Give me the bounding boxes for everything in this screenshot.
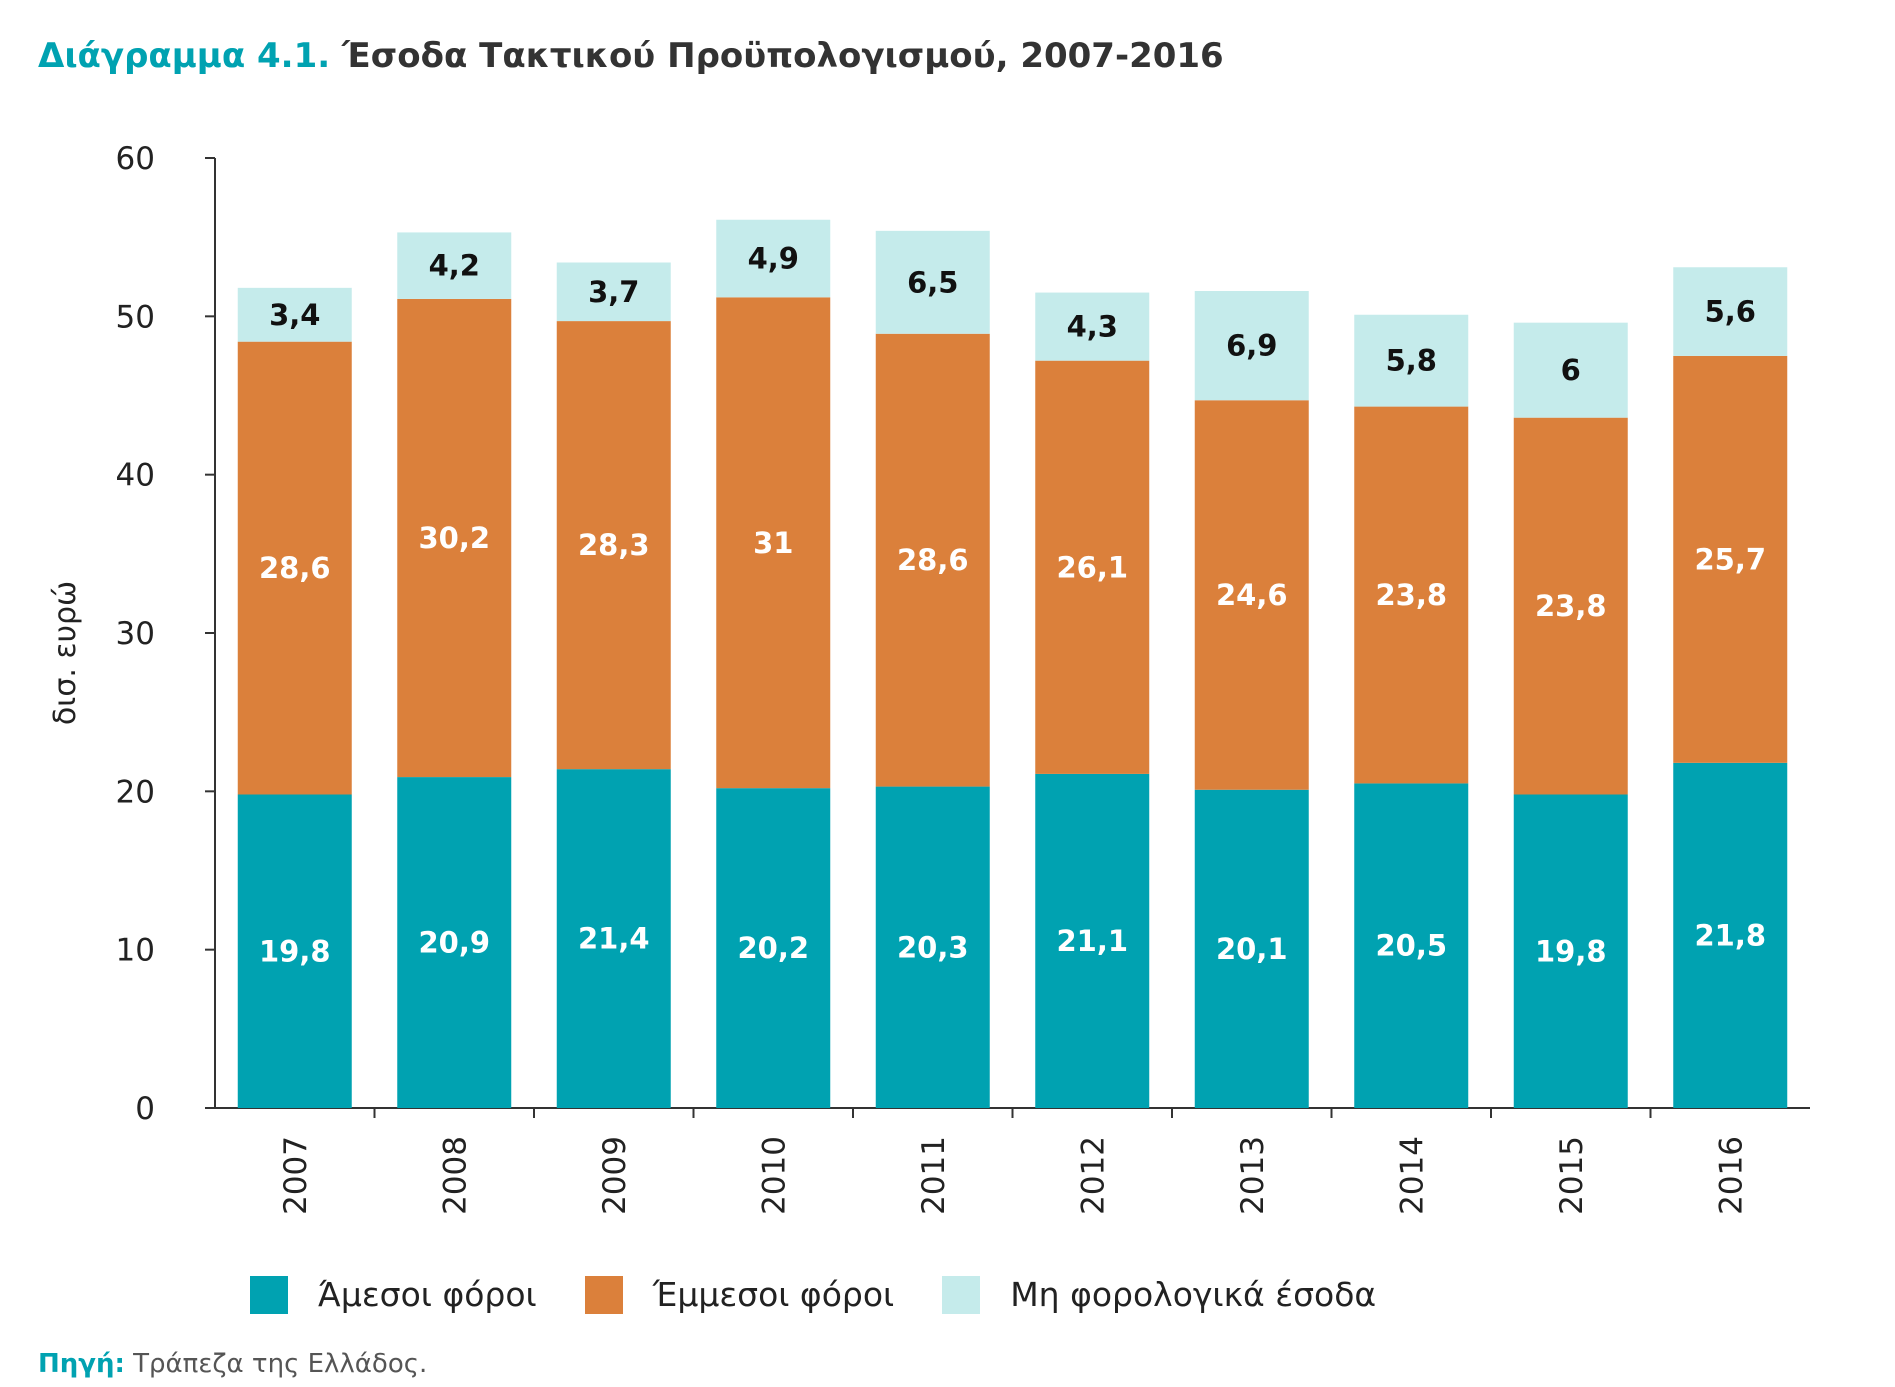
bar-nontax-2010 (716, 219, 831, 298)
bar-nontax-2012 (1035, 292, 1150, 361)
data-label-direct-2016: 21,8 (1694, 918, 1766, 952)
bar-nontax-2008 (397, 232, 512, 299)
legend-item-indirect: Έμμεσοι φόροι (584, 1275, 895, 1314)
bar-direct-2007 (237, 794, 352, 1108)
bar-indirect-2016 (1673, 355, 1788, 763)
chart-legend: Άμεσοι φόροι Έμμεσοι φόροι Μη φορολογικά… (250, 1275, 1424, 1314)
bar-indirect-2014 (1354, 406, 1469, 784)
bar-direct-2010 (716, 788, 831, 1108)
data-label-nontax-2015: 6 (1561, 353, 1581, 387)
bar-indirect-2011 (875, 333, 990, 787)
bar-direct-2014 (1354, 783, 1469, 1108)
legend-label-indirect: Έμμεσοι φόροι (652, 1275, 895, 1314)
data-label-direct-2014: 20,5 (1375, 929, 1447, 963)
data-label-nontax-2009: 3,7 (588, 275, 639, 309)
x-tick-label-2015: 2015 (1554, 1136, 1590, 1215)
bar-indirect-2009 (556, 321, 671, 770)
bar-direct-2013 (1194, 789, 1309, 1108)
chart-title-text: Έσοδα Τακτικού Προϋπολογισμού, 2007-2016 (342, 36, 1224, 76)
data-label-indirect-2008: 30,2 (418, 521, 490, 555)
source-note: Πηγή: Τράπεζα της Ελλάδος. (38, 1349, 427, 1379)
y-tick-label: 20 (116, 774, 155, 810)
x-tick-label-2016: 2016 (1713, 1136, 1749, 1215)
y-tick-label: 50 (116, 299, 155, 335)
bar-indirect-2013 (1194, 400, 1309, 790)
bar-indirect-2010 (716, 297, 831, 789)
y-tick-label: 30 (116, 616, 155, 652)
legend-swatch-direct (250, 1275, 288, 1314)
legend-item-nontax: Μη φορολογικά έσοδα (942, 1275, 1376, 1314)
data-label-direct-2009: 21,4 (578, 922, 650, 956)
x-tick-label-2013: 2013 (1235, 1136, 1271, 1215)
data-label-nontax-2010: 4,9 (748, 242, 799, 276)
bar-indirect-2015 (1513, 417, 1628, 795)
data-label-indirect-2015: 23,8 (1535, 589, 1607, 623)
data-label-direct-2011: 20,3 (897, 930, 969, 964)
bar-nontax-2014 (1354, 314, 1469, 407)
data-label-indirect-2009: 28,3 (578, 528, 650, 562)
data-label-indirect-2013: 24,6 (1216, 578, 1288, 612)
data-label-nontax-2014: 5,8 (1386, 344, 1437, 378)
data-label-indirect-2012: 26,1 (1056, 550, 1128, 584)
data-label-indirect-2011: 28,6 (897, 543, 969, 577)
bar-indirect-2008 (397, 298, 512, 778)
legend-label-nontax: Μη φορολογικά έσοδα (1010, 1275, 1377, 1314)
data-label-nontax-2008: 4,2 (429, 249, 480, 283)
data-label-direct-2010: 20,2 (737, 931, 809, 965)
data-label-indirect-2016: 25,7 (1694, 542, 1766, 576)
data-label-nontax-2007: 3,4 (269, 298, 320, 332)
bar-nontax-2007 (237, 287, 352, 342)
data-label-direct-2008: 20,9 (418, 926, 490, 960)
x-tick-label-2008: 2008 (437, 1136, 473, 1215)
y-tick-label: 60 (116, 141, 155, 177)
bar-nontax-2011 (875, 230, 990, 334)
data-label-nontax-2016: 5,6 (1705, 295, 1756, 329)
source-text: Τράπεζα της Ελλάδος. (133, 1349, 428, 1379)
legend-swatch-nontax (942, 1275, 981, 1314)
bar-nontax-2015 (1513, 322, 1628, 418)
source-label: Πηγή: (38, 1349, 125, 1379)
data-label-indirect-2007: 28,6 (259, 551, 331, 585)
bar-indirect-2012 (1035, 360, 1150, 774)
bar-direct-2011 (875, 786, 990, 1108)
x-tick-label-2011: 2011 (916, 1136, 952, 1215)
x-tick-label-2014: 2014 (1394, 1136, 1430, 1215)
x-tick-label-2009: 2009 (597, 1136, 633, 1215)
data-label-indirect-2014: 23,8 (1375, 578, 1447, 612)
y-tick-label: 0 (135, 1091, 155, 1127)
bar-direct-2012 (1035, 773, 1150, 1108)
data-label-nontax-2011: 6,5 (907, 265, 958, 299)
legend-item-direct: Άμεσοι φόροι (250, 1275, 537, 1314)
data-label-direct-2012: 21,1 (1056, 924, 1128, 958)
bar-nontax-2009 (556, 262, 671, 322)
x-tick-label-2012: 2012 (1075, 1136, 1111, 1215)
bar-nontax-2016 (1673, 267, 1788, 356)
bar-direct-2016 (1673, 762, 1788, 1108)
bar-nontax-2013 (1194, 291, 1309, 401)
data-label-direct-2015: 19,8 (1535, 934, 1607, 968)
stacked-bar-chart: 0 10 20 30 40 50 60 δισ. ευρώ 19,8 28,6 3,4 2007 20,… (48, 141, 1810, 1215)
data-label-direct-2013: 20,1 (1216, 932, 1288, 966)
x-tick-label-2010: 2010 (756, 1136, 792, 1215)
bar-direct-2009 (556, 769, 671, 1108)
chart-title: Διάγραμμα 4.1. Έσοδα Τακτικού Προϋπολογι… (38, 36, 1224, 76)
y-tick-label: 40 (116, 458, 155, 494)
chart-title-label: Διάγραμμα 4.1. (38, 36, 331, 76)
x-tick-label-2007: 2007 (278, 1136, 314, 1215)
legend-swatch-indirect (584, 1275, 623, 1314)
y-axis-label: δισ. ευρώ (48, 581, 83, 725)
bar-indirect-2007 (237, 341, 352, 795)
data-label-indirect-2010: 31 (753, 526, 793, 560)
data-label-nontax-2013: 6,9 (1226, 329, 1277, 363)
legend-label-direct: Άμεσοι φόροι (318, 1275, 537, 1314)
data-label-direct-2007: 19,8 (259, 934, 331, 968)
bar-direct-2008 (397, 777, 512, 1108)
bar-direct-2015 (1513, 794, 1628, 1108)
data-label-nontax-2012: 4,3 (1067, 310, 1118, 344)
y-tick-label: 10 (116, 933, 155, 969)
